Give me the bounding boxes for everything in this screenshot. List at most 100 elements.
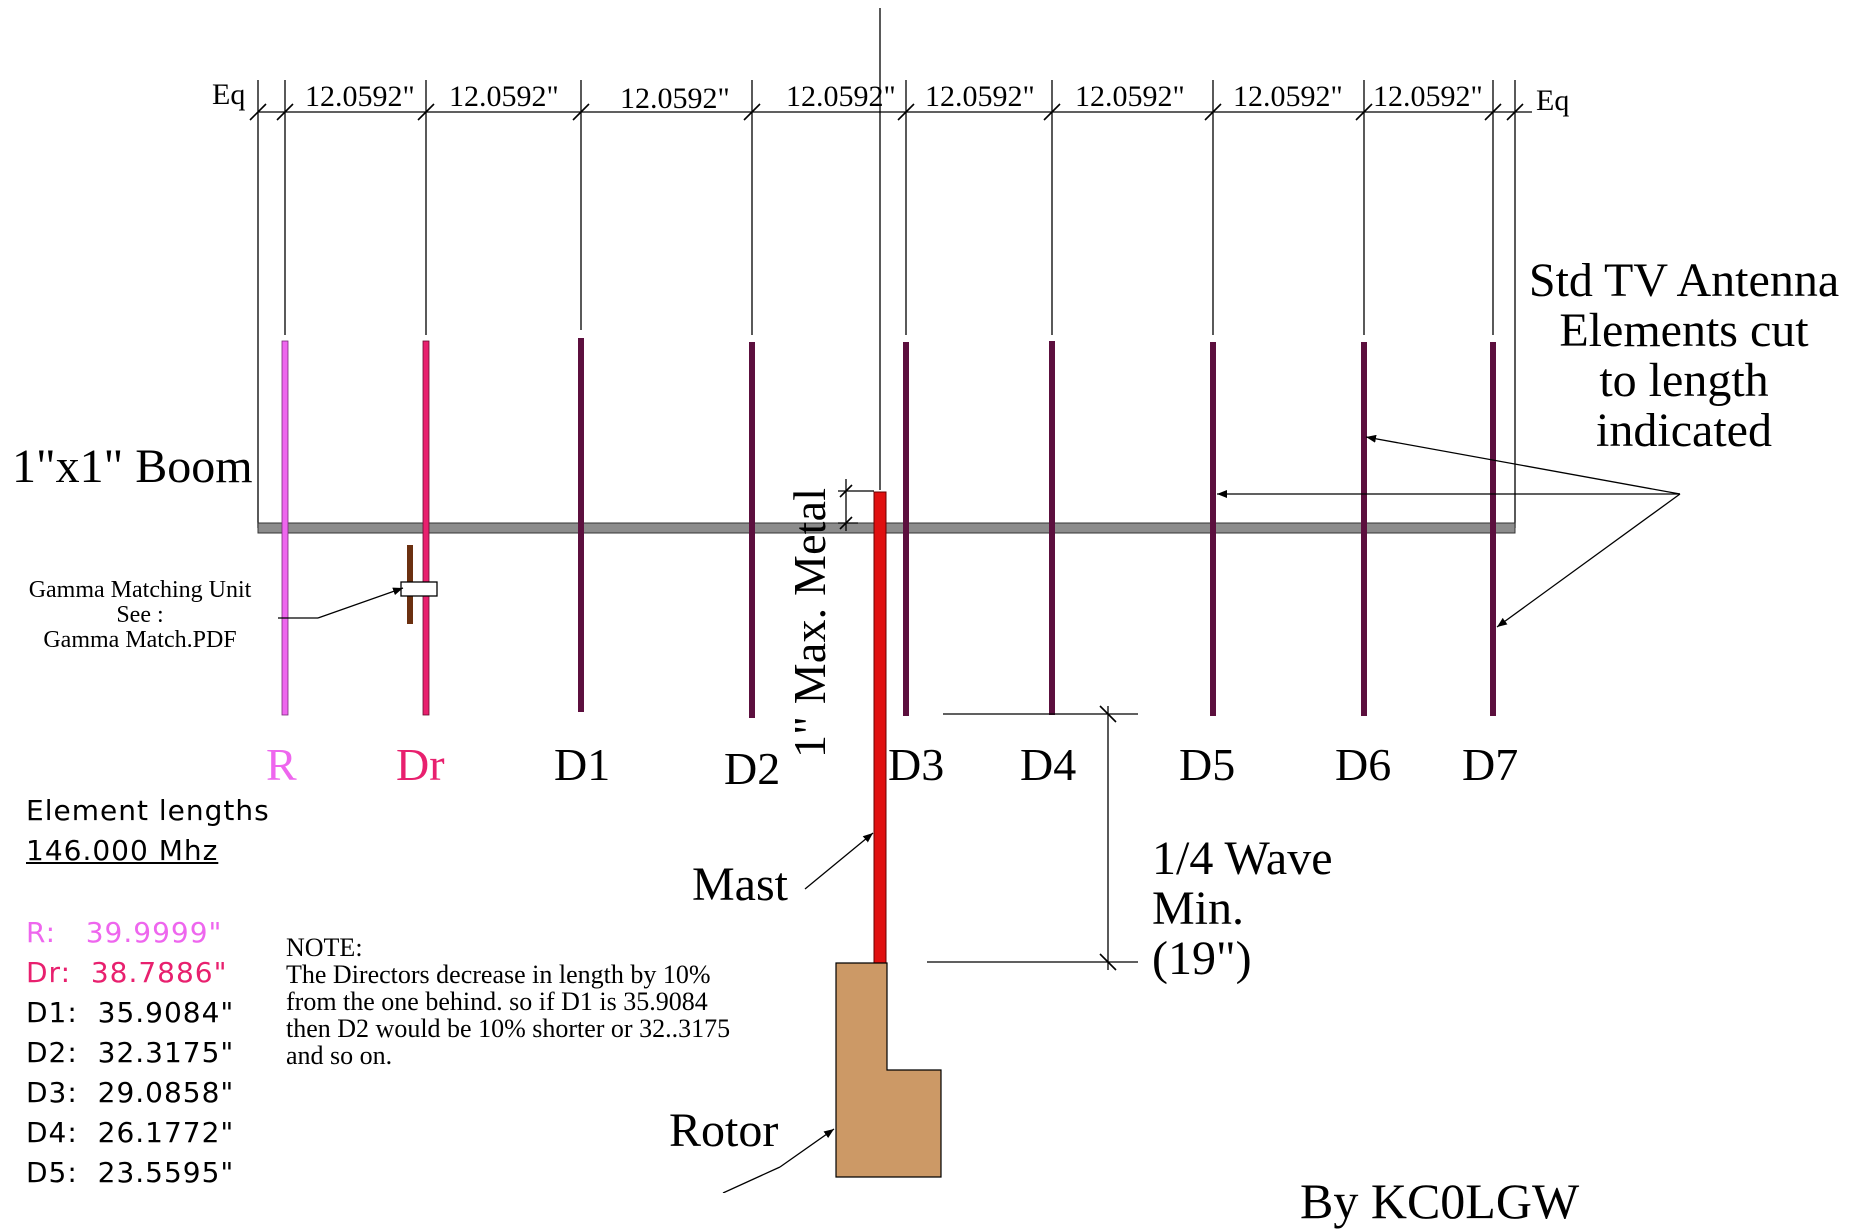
element-d5 (1210, 342, 1216, 716)
spacing-label: 12.0592" (620, 82, 730, 115)
length-row-d1: D1: 35.9084" (26, 994, 234, 1032)
quarter-wave-line: 1/4 Wave (1152, 832, 1333, 885)
element-d3 (903, 342, 909, 716)
length-value: 32.3175" (97, 1036, 235, 1069)
element-d6 (1361, 342, 1367, 716)
std-tv-line: Std TV Antenna (1528, 254, 1840, 307)
element-label-dr: Dr (396, 739, 445, 790)
mast (873, 491, 887, 971)
gamma-line: Gamma Matching Unit (28, 577, 252, 603)
length-value: 38.7886" (90, 956, 228, 989)
tick (1099, 953, 1117, 971)
element-d2 (749, 342, 755, 718)
tick (276, 103, 294, 121)
std-tv-line: indicated (1596, 404, 1772, 457)
element-label-d2: D2 (724, 743, 781, 794)
length-name: D2: (26, 1036, 78, 1069)
element-label-d1: D1 (554, 739, 611, 790)
yagi-antenna-diagram: 1" Max. Metal Eq Eq 12.0592" 12.0592" 12… (10, 8, 1850, 1226)
element-label-d6: D6 (1335, 739, 1392, 790)
element-label-d3: D3 (888, 739, 945, 790)
rotor-label: Rotor (669, 1104, 779, 1157)
tick (417, 103, 435, 121)
length-row-dr: Dr: 38.7886" (26, 954, 228, 992)
callout-arrows (722, 434, 1681, 1193)
length-row-d3: D3: 29.0858" (26, 1074, 234, 1112)
length-name: D5: (26, 1156, 78, 1189)
tick (839, 484, 853, 498)
element-label-d4: D4 (1020, 739, 1077, 790)
rotated-note: 1" Max. Metal (784, 488, 835, 758)
gamma-line: See : (116, 602, 164, 628)
quarter-wave-line: (19") (1152, 932, 1252, 985)
element-label-d5: D5 (1179, 739, 1236, 790)
tick (1506, 103, 1524, 121)
length-row-r: R: 39.9999" (26, 914, 222, 952)
tick (1355, 103, 1373, 121)
quarter-wave-label: 1/4 Wave Min. (19") (1152, 834, 1333, 984)
length-value: 23.5595" (97, 1156, 235, 1189)
tick (897, 103, 915, 121)
length-name: D3: (26, 1076, 78, 1109)
element-lengths-frequency: 146.000 Mhz (26, 834, 219, 867)
spacing-label: 12.0592" (1233, 80, 1343, 113)
tick (1484, 103, 1502, 121)
tick (1099, 705, 1117, 723)
tick (249, 103, 267, 121)
spacing-label: 12.0592" (449, 80, 559, 113)
antenna-elements (281, 338, 1496, 718)
element-lengths-title: Element lengths (26, 794, 270, 827)
note-heading: NOTE: (286, 933, 363, 962)
element-d1 (578, 338, 584, 712)
extension-lines (257, 80, 1516, 528)
std-tv-label: Std TV Antenna Elements cut to length in… (1518, 256, 1850, 456)
length-row-d2: D2: 32.3175" (26, 1034, 234, 1072)
arrow-std-tv-d7 (1496, 493, 1681, 628)
mast-label: Mast (692, 858, 788, 911)
note-line: from the one behind. so if D1 is 35.9084 (286, 987, 708, 1016)
element-dr (422, 340, 430, 716)
gamma-leader-arrow (317, 587, 404, 619)
length-value: 35.9084" (97, 996, 235, 1029)
length-name: D1: (26, 996, 78, 1029)
tick (1043, 103, 1061, 121)
std-tv-line: Elements cut (1559, 304, 1809, 357)
quarter-wave-line: Min. (1152, 882, 1245, 935)
gamma-label: Gamma Matching Unit See : Gamma Match.PD… (10, 578, 270, 653)
note-line: then D2 would be 10% shorter or 32..3175 (286, 1014, 731, 1043)
element-label-r: R (266, 739, 297, 790)
note-block: NOTE: The Directors decrease in length b… (286, 934, 730, 1069)
arrow-std-tv-d6 (1365, 434, 1681, 495)
element-d7 (1490, 342, 1496, 716)
arrow-rotor (779, 1128, 835, 1168)
tick (839, 516, 853, 530)
arrow-mast (804, 832, 874, 890)
eq-label-left: Eq (212, 78, 246, 111)
length-row-d4: D4: 26.1772" (26, 1114, 234, 1152)
gamma-clamp (400, 581, 438, 597)
length-name: R: (26, 916, 57, 949)
author-credit: By KC0LGW (1300, 1173, 1580, 1229)
gamma-line: Gamma Match.PDF (43, 627, 237, 653)
note-line: The Directors decrease in length by 10% (286, 960, 711, 989)
length-row-d5: D5: 23.5595" (26, 1154, 234, 1192)
spacing-label: 12.0592" (925, 80, 1035, 113)
spacing-label: 12.0592" (786, 80, 896, 113)
spacing-label: 12.0592" (1373, 80, 1483, 113)
eq-label-right: Eq (1536, 84, 1570, 117)
element-d4 (1049, 341, 1055, 715)
length-value: 39.9999" (85, 916, 223, 949)
length-name: D4: (26, 1116, 78, 1149)
std-tv-line: to length (1599, 354, 1769, 407)
element-r (281, 340, 289, 716)
dimension-ticks (249, 103, 1524, 121)
tick (572, 103, 590, 121)
spacing-label: 12.0592" (1075, 80, 1185, 113)
length-value: 29.0858" (97, 1076, 235, 1109)
element-label-d7: D7 (1462, 739, 1519, 790)
tick (743, 103, 761, 121)
length-value: 26.1772" (97, 1116, 235, 1149)
rotor (835, 962, 942, 1178)
spacing-label: 12.0592" (305, 80, 415, 113)
boom-label: 1"x1" Boom (12, 440, 253, 493)
